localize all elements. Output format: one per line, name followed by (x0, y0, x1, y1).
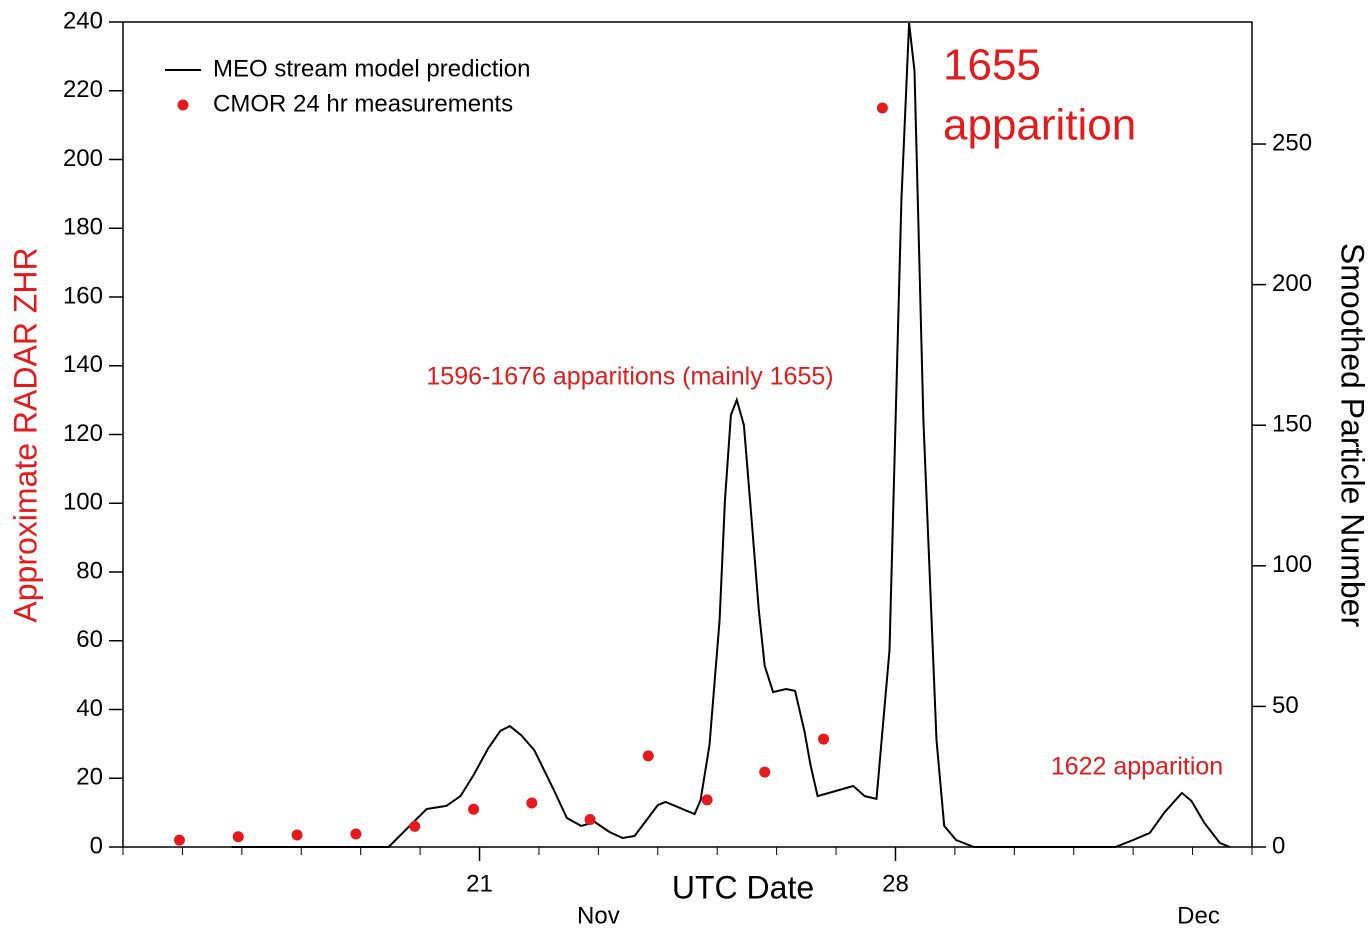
data-point (818, 733, 830, 745)
data-point (526, 797, 538, 809)
y2-tick-label: 200 (1272, 270, 1312, 297)
x-month-label: Dec (1177, 902, 1220, 929)
data-point (350, 828, 362, 840)
y-tick-label: 200 (63, 145, 103, 172)
legend-swatch (177, 99, 189, 111)
y-tick-label: 240 (63, 7, 103, 34)
y2-tick-label: 150 (1272, 411, 1312, 438)
annotation: apparition (943, 101, 1136, 150)
x-tick-label: 28 (882, 870, 909, 897)
data-point (876, 102, 888, 114)
y-tick-label: 180 (63, 214, 103, 241)
data-point (409, 820, 421, 832)
y-tick-label: 160 (63, 282, 103, 309)
y-tick-label: 100 (63, 489, 103, 516)
y2-tick-label: 100 (1272, 551, 1312, 578)
series-line (231, 22, 1231, 848)
data-point (173, 834, 185, 846)
x-axis-label: UTC Date (672, 869, 814, 905)
y-tick-label: 120 (63, 420, 103, 447)
data-point (701, 794, 713, 806)
y-axis-label: Approximate RADAR ZHR (7, 247, 43, 622)
data-point (232, 831, 244, 843)
data-point (642, 750, 654, 762)
annotation: 1596-1676 apparitions (mainly 1655) (426, 363, 833, 391)
legend-label: CMOR 24 hr measurements (213, 90, 513, 117)
legend-label: MEO stream model prediction (213, 55, 530, 82)
y-tick-label: 40 (76, 695, 103, 722)
annotation: 1655 (943, 41, 1041, 90)
y-tick-label: 140 (63, 351, 103, 378)
data-point (759, 766, 771, 778)
data-point (468, 803, 480, 815)
y2-tick-label: 250 (1272, 129, 1312, 156)
y-tick-label: 220 (63, 76, 103, 103)
y2-tick-label: 0 (1272, 832, 1285, 859)
y2-axis-label: Smoothed Particle Number (1335, 243, 1371, 628)
y2-tick-label: 50 (1272, 692, 1299, 719)
y-tick-label: 80 (76, 557, 103, 584)
data-point (291, 829, 303, 841)
y-tick-label: 60 (76, 626, 103, 653)
y-tick-label: 0 (90, 832, 103, 859)
data-point (584, 814, 596, 825)
y-tick-label: 20 (76, 764, 103, 791)
x-month-label: Nov (577, 902, 620, 929)
annotation: 1622 apparition (1051, 753, 1223, 781)
x-tick-label: 21 (466, 870, 493, 897)
